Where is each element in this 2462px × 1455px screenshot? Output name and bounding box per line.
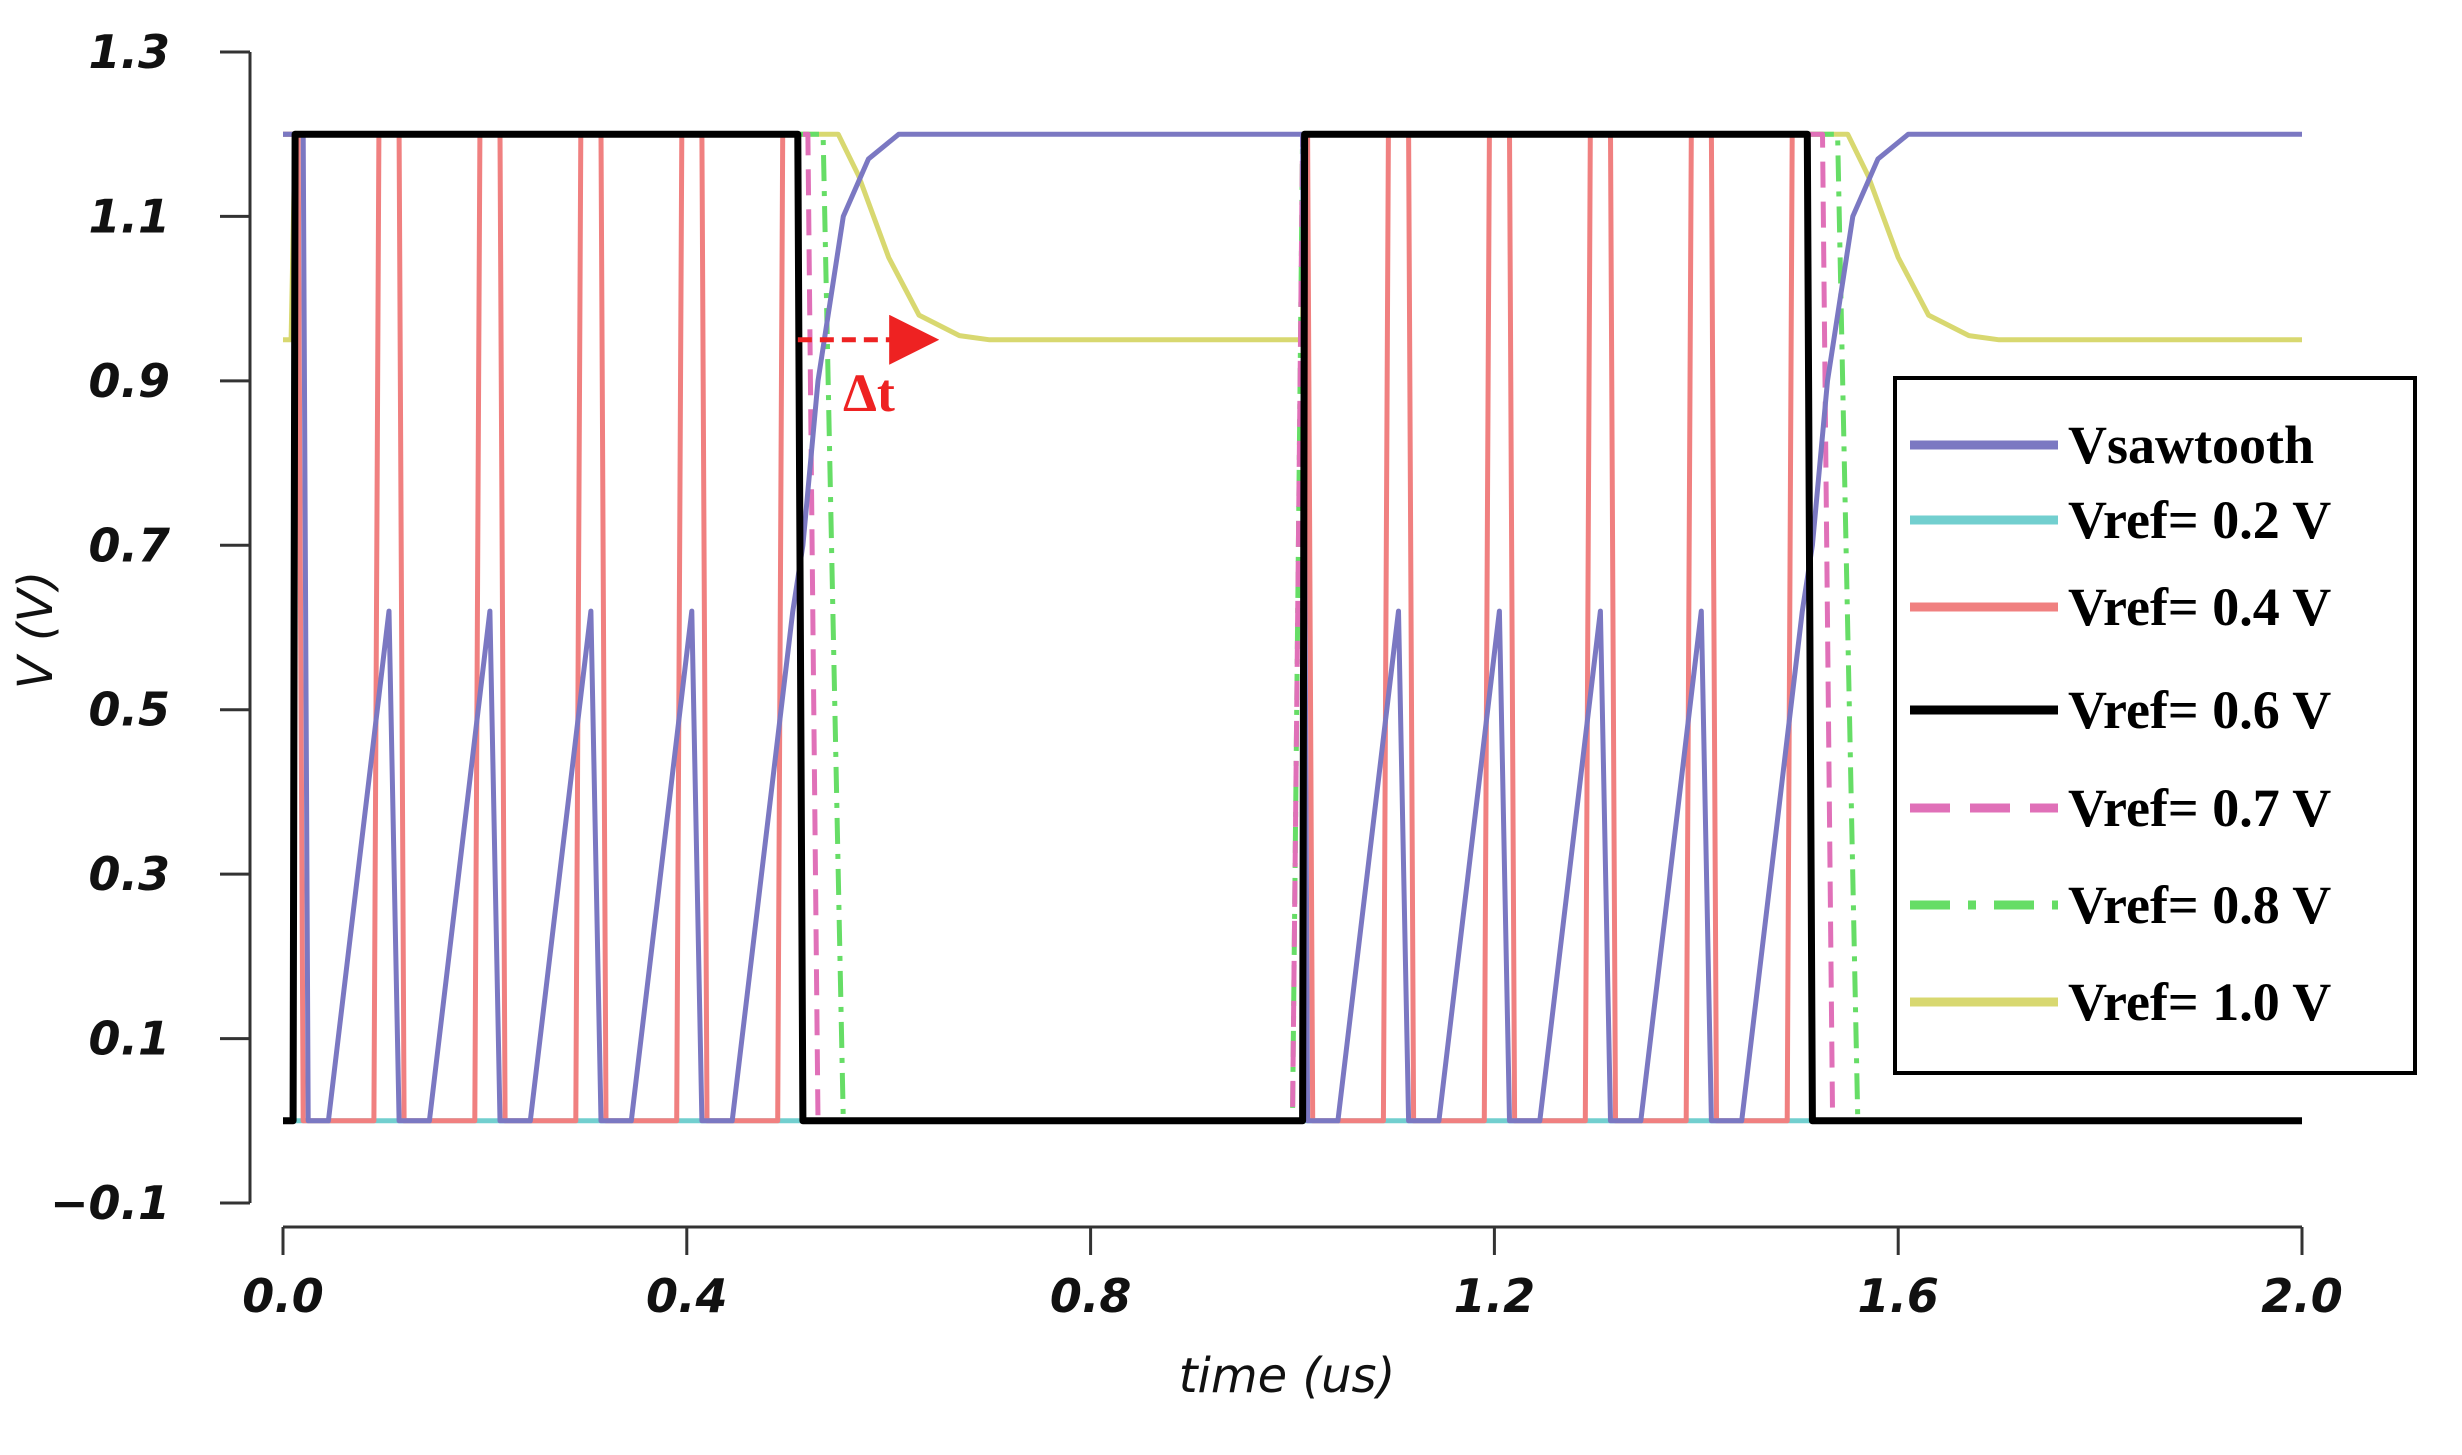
series-line-6 <box>283 131 2302 343</box>
x-tick-label: 0.8 <box>1050 1269 1132 1323</box>
y-tick-label: 0.5 <box>89 683 171 737</box>
y-tick-label: 0.1 <box>89 1012 171 1066</box>
series-line-5 <box>283 131 2302 1124</box>
legend: Vsawtooth Vref= 0.2 V Vref= 0.4 V Vref= 0.6… <box>1893 376 2417 1075</box>
plot-area <box>283 130 2302 1125</box>
x-tick-label: 2.0 <box>2261 1269 2343 1323</box>
axes: 1.3 1.1 0.9 0.7 0.5 0.3 0.1 −0.1 0.0 0.4 0.8 1.2 1.6… <box>50 25 2343 1323</box>
y-tick-label: 0.9 <box>89 354 171 408</box>
legend-label: Vref= 0.6 V <box>2068 680 2331 740</box>
x-tick-label: 1.2 <box>1454 1269 1536 1323</box>
legend-label: Vref= 0.4 V <box>2068 577 2331 637</box>
y-tick-label: −0.1 <box>50 1176 170 1230</box>
delta-t-annotation: Δt <box>797 314 940 423</box>
y-tick-label: 1.1 <box>89 189 171 243</box>
legend-box <box>1893 376 2417 1075</box>
series-line-3 <box>283 130 2302 1125</box>
y-tick-label: 0.3 <box>89 847 171 901</box>
legend-label: Vref= 1.0 V <box>2068 972 2331 1032</box>
legend-label: Vref= 0.8 V <box>2068 875 2331 935</box>
series-line-4 <box>283 131 2302 1124</box>
y-tick-label: 0.7 <box>89 518 171 572</box>
x-tick-label: 1.6 <box>1857 1269 1939 1323</box>
x-tick-label: 0.0 <box>242 1269 324 1323</box>
x-tick-label: 0.4 <box>646 1269 728 1323</box>
y-axis-title: V (V) <box>8 571 64 689</box>
legend-label: Vref= 0.7 V <box>2068 778 2331 838</box>
y-tick-label: 1.3 <box>89 25 171 79</box>
x-axis-title: time (us) <box>1179 1348 1396 1404</box>
legend-label: Vref= 0.2 V <box>2068 490 2331 550</box>
legend-label: Vsawtooth <box>2068 415 2314 475</box>
delta-t-label: Δt <box>843 363 895 423</box>
series-line-0 <box>283 131 2302 1124</box>
